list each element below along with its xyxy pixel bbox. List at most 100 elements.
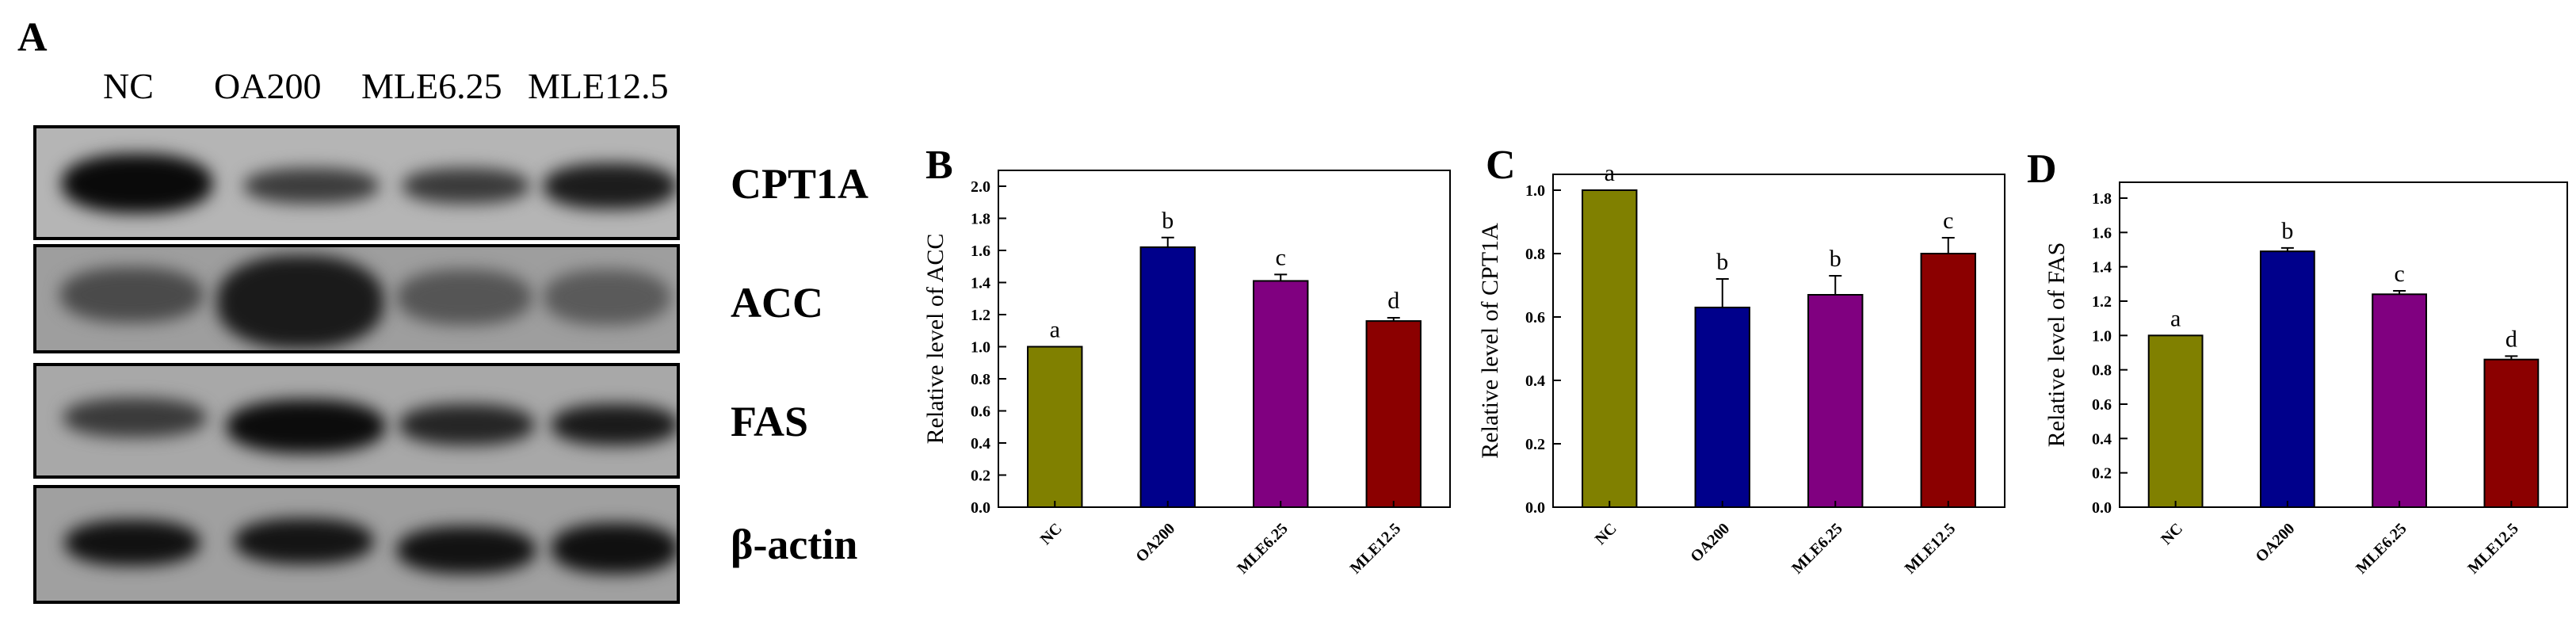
significance-letter: c (1943, 208, 1953, 234)
bar-mle6-25 (1807, 294, 1864, 508)
bar-mle12-5 (1920, 253, 1976, 508)
lane-label-oa200: OA200 (214, 66, 322, 106)
protein-label-fas: FAS (731, 398, 809, 445)
y-tick-label: 0.6 (2092, 396, 2112, 414)
protein-label-acc: ACC (731, 279, 823, 326)
band (544, 269, 670, 325)
band (403, 168, 529, 204)
x-category-label: MLE12.5 (2464, 520, 2522, 578)
lane-label-mle6-25: MLE6.25 (361, 66, 502, 106)
y-tick-label: 0.8 (971, 371, 990, 388)
x-category-label: NC (1037, 520, 1066, 548)
blot-strip-fas (33, 363, 680, 479)
y-tick-label: 1.6 (2092, 224, 2112, 242)
bar-mle6-25 (2372, 293, 2428, 508)
y-tick-label: 0.6 (1525, 309, 1545, 326)
significance-letter: c (1276, 244, 1286, 270)
significance-letter: b (1716, 249, 1728, 275)
y-tick-label: 0.2 (971, 468, 990, 485)
band (62, 154, 212, 213)
significance-letter: c (2394, 261, 2404, 287)
significance-letter: d (2505, 326, 2517, 352)
blot-strip-cpt1a (33, 125, 680, 240)
y-tick-label: 1.4 (2092, 259, 2112, 277)
y-tick-label: 0.6 (971, 403, 990, 421)
bar-oa200 (1139, 246, 1196, 508)
y-tick-label: 0.0 (971, 499, 990, 517)
significance-letter: b (2281, 218, 2293, 244)
lane-label-nc: NC (103, 66, 154, 106)
plot-frame (2119, 181, 2568, 508)
blot-strip-acc (33, 244, 680, 353)
band (544, 163, 677, 209)
bar-oa200 (2259, 250, 2315, 508)
y-tick-label: 1.0 (1525, 182, 1545, 200)
significance-letter: a (1050, 317, 1060, 343)
x-category-label: MLE6.25 (2353, 520, 2410, 578)
y-tick-label: 0.8 (1525, 246, 1545, 263)
y-tick-label: 0.4 (2092, 430, 2112, 448)
panel-letter-b: B (925, 143, 953, 188)
plot-frame (998, 170, 1451, 508)
x-category-label: OA200 (2252, 520, 2298, 566)
y-tick-label: 0.0 (2092, 499, 2112, 517)
significance-letter: a (1605, 160, 1615, 186)
y-axis-label: Relative level of ACC (922, 234, 948, 445)
y-tick-label: 1.2 (2092, 293, 2112, 311)
y-tick-label: 1.8 (2092, 190, 2112, 208)
band (217, 255, 384, 349)
panel-letter-a: A (17, 15, 48, 60)
band (397, 526, 536, 574)
blot-strip-beta-actin (33, 485, 680, 604)
bar-mle12-5 (1365, 320, 1422, 508)
bar-nc (1582, 189, 1638, 508)
y-axis-label: Relative level of FAS (2044, 242, 2070, 448)
x-category-label: NC (1592, 520, 1620, 548)
protein-label-beta-actin: β-actin (731, 521, 858, 568)
significance-letter: d (1387, 288, 1399, 314)
x-category-label: NC (2158, 520, 2186, 548)
x-category-label: MLE6.25 (1788, 520, 1846, 578)
bar-nc (2147, 334, 2204, 509)
y-tick-label: 1.4 (971, 275, 990, 292)
band (397, 269, 532, 325)
bar-nc (1027, 346, 1083, 508)
plot-frame (1552, 174, 2005, 508)
y-tick-label: 1.0 (971, 339, 990, 357)
x-category-label: OA200 (1132, 520, 1178, 566)
band (244, 168, 379, 204)
bar-chart-cpt1a: C 0.0 0.2 0.4 0.6 0.8 1.0 Relative level of CPT… (1477, 143, 2005, 578)
y-axis-label: Relative level of CPT1A (1477, 223, 1503, 459)
y-tick-label: 1.8 (971, 211, 990, 228)
significance-letter: b (1830, 246, 1841, 272)
y-tick-label: 1.2 (971, 307, 990, 324)
bar-mle6-25 (1253, 280, 1309, 508)
band (399, 404, 534, 445)
x-category-label: OA200 (1687, 520, 1733, 566)
band (65, 520, 200, 566)
y-tick-label: 0.4 (971, 435, 990, 452)
band (60, 267, 203, 323)
x-category-label: MLE12.5 (1902, 520, 1960, 578)
y-tick-label: 0.2 (2092, 465, 2112, 483)
protein-label-cpt1a: CPT1A (731, 160, 868, 208)
band (551, 404, 677, 445)
panel-letter-c: C (1486, 143, 1516, 188)
bar-oa200 (1694, 307, 1750, 508)
bar-mle12-5 (2483, 358, 2540, 508)
band (235, 518, 373, 564)
y-tick-label: 0.0 (1525, 499, 1545, 517)
band (227, 399, 385, 453)
bar-chart-acc: B 0.0 0.2 0.4 0.6 0.8 1.0 1.2 1.4 1.6 1.8 2.0 Relati… (922, 143, 1451, 578)
y-tick-label: 1.6 (971, 242, 990, 260)
y-tick-label: 1.0 (2092, 327, 2112, 345)
panel-letter-d: D (2027, 147, 2057, 192)
y-tick-label: 0.8 (2092, 362, 2112, 380)
x-category-label: MLE6.25 (1234, 520, 1292, 578)
western-blot-panel: A NC OA200 MLE6.25 MLE12.5 CPT1A ACC FAS… (0, 0, 911, 630)
significance-letter: a (2170, 305, 2181, 331)
band (551, 523, 677, 574)
y-tick-label: 2.0 (971, 178, 990, 196)
y-tick-label: 0.2 (1525, 436, 1545, 453)
x-category-label: MLE12.5 (1347, 520, 1405, 578)
